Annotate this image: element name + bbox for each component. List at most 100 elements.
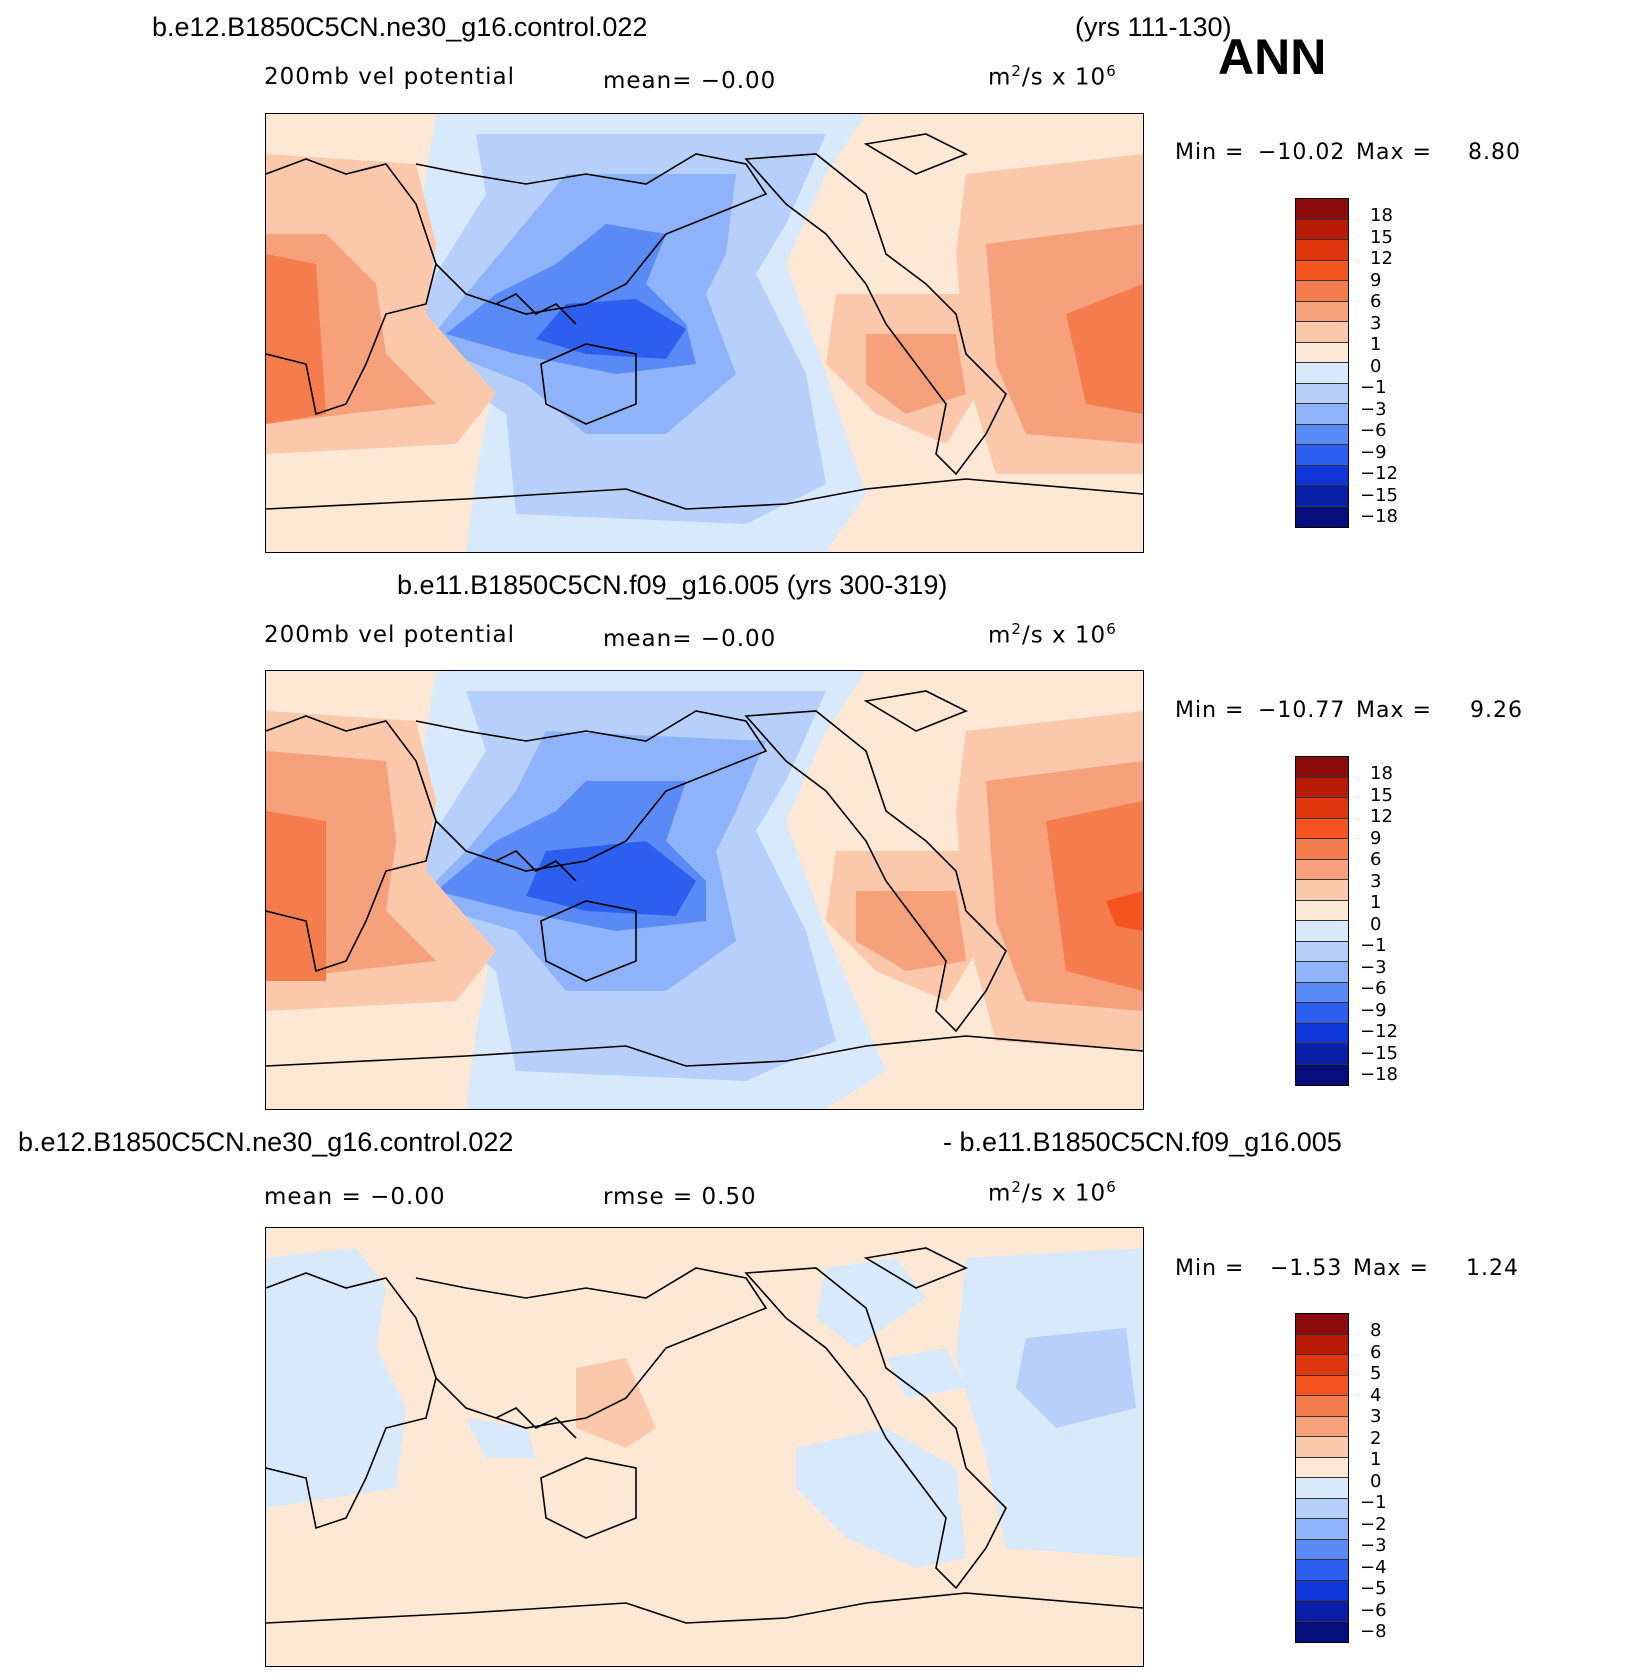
colorbar-cell	[1296, 1355, 1348, 1376]
colorbar-tick-label: 5	[1370, 1363, 1382, 1384]
colorbar-tick-label: 0	[1370, 355, 1382, 377]
colorbar-cell	[1296, 859, 1348, 880]
panel3-mean: mean = −0.00	[264, 1184, 446, 1210]
panel3-rmse: rmse = 0.50	[603, 1184, 757, 1210]
colorbar-tick-label: 1	[1370, 892, 1382, 913]
panel2-title: b.e11.B1850C5CN.f09_g16.005 (yrs 300-319…	[397, 570, 948, 600]
panel1-units: m2/s x 106	[988, 62, 1117, 91]
colorbar-cell	[1296, 486, 1348, 507]
panel1-min-label: Min =	[1175, 140, 1245, 165]
colorbar-tick-label: 1	[1370, 334, 1382, 355]
colorbar-cell	[1296, 219, 1348, 240]
colorbar-tick-label: 9	[1370, 269, 1382, 291]
colorbar-cell	[1296, 880, 1348, 901]
colorbar-tick-label: −9	[1360, 999, 1387, 1021]
colorbar-tick-label: −18	[1360, 506, 1398, 527]
panel2-max-label: Max =	[1356, 698, 1432, 723]
panel2-colorbar	[1295, 756, 1349, 1086]
panel3-min-value: −1.53	[1270, 1256, 1343, 1281]
colorbar-tick-label: 12	[1370, 806, 1393, 827]
colorbar-tick-label: −18	[1360, 1064, 1398, 1085]
panel1-mean: mean= −0.00	[603, 68, 777, 94]
colorbar-cell	[1296, 1334, 1348, 1355]
colorbar-tick-label: 12	[1370, 248, 1393, 269]
panel3-map	[265, 1227, 1144, 1667]
panel3-max-value: 1.24	[1466, 1256, 1519, 1281]
colorbar-tick-label: 9	[1370, 827, 1382, 849]
colorbar-tick-label: −3	[1360, 956, 1387, 978]
colorbar-cell	[1296, 798, 1348, 819]
panel3-units: m2/s x 106	[988, 1178, 1117, 1207]
colorbar-tick-label: 18	[1370, 205, 1393, 226]
panel2-min-label: Min =	[1175, 698, 1245, 723]
colorbar-cell	[1296, 1375, 1348, 1396]
panel2-max-value: 9.26	[1470, 698, 1523, 723]
colorbar-tick-label: −15	[1360, 1042, 1398, 1064]
colorbar-cell	[1296, 363, 1348, 384]
colorbar-tick-label: 4	[1370, 1384, 1382, 1406]
colorbar-tick-label: 0	[1370, 1470, 1382, 1492]
colorbar-cell	[1296, 900, 1348, 921]
colorbar-cell	[1296, 342, 1348, 363]
colorbar-tick-label: −3	[1360, 1535, 1387, 1556]
colorbar-tick-label: 1	[1370, 1449, 1382, 1470]
colorbar-cell	[1296, 1621, 1348, 1642]
colorbar-cell	[1296, 982, 1348, 1003]
panel2-mean: mean= −0.00	[603, 626, 777, 652]
panel2-map	[265, 670, 1144, 1110]
colorbar-cell	[1296, 1560, 1348, 1581]
colorbar-tick-label: −9	[1360, 441, 1387, 463]
colorbar-tick-label: −8	[1360, 1621, 1387, 1642]
panel3-title-left: b.e12.B1850C5CN.ne30_g16.control.022	[18, 1127, 514, 1157]
colorbar-tick-label: 3	[1370, 1406, 1382, 1427]
colorbar-tick-label: −6	[1360, 420, 1387, 441]
colorbar-cell	[1296, 1519, 1348, 1540]
panel2-units: m2/s x 106	[988, 620, 1117, 649]
colorbar-tick-label: 8	[1370, 1320, 1382, 1341]
colorbar-tick-label: 18	[1370, 763, 1393, 784]
colorbar-tick-label: 3	[1370, 870, 1382, 892]
colorbar-cell	[1296, 1437, 1348, 1458]
case1-years: (yrs 111-130)	[1075, 12, 1232, 42]
colorbar-cell	[1296, 757, 1348, 778]
colorbar-tick-label: −5	[1360, 1578, 1387, 1599]
colorbar-cell	[1296, 941, 1348, 962]
colorbar-cell	[1296, 1416, 1348, 1437]
panel3-max-label: Max =	[1353, 1256, 1429, 1281]
colorbar-tick-label: −6	[1360, 978, 1387, 999]
panel1-map	[265, 113, 1144, 553]
panel3-title-right: - b.e11.B1850C5CN.f09_g16.005	[943, 1127, 1342, 1157]
case1-title: b.e12.B1850C5CN.ne30_g16.control.022	[152, 12, 648, 42]
colorbar-cell	[1296, 818, 1348, 839]
colorbar-cell	[1296, 1044, 1348, 1065]
colorbar-cell	[1296, 404, 1348, 425]
colorbar-cell	[1296, 1023, 1348, 1044]
colorbar-cell	[1296, 1580, 1348, 1601]
colorbar-tick-label: −4	[1360, 1556, 1387, 1578]
season-label: ANN	[1218, 29, 1327, 85]
panel1-max-label: Max =	[1356, 140, 1432, 165]
colorbar-tick-label: −1	[1360, 935, 1387, 956]
colorbar-tick-label: −6	[1360, 1599, 1387, 1621]
colorbar-cell	[1296, 921, 1348, 942]
panel1-min-value: −10.02	[1258, 140, 1346, 165]
colorbar-cell	[1296, 506, 1348, 527]
colorbar-cell	[1296, 1601, 1348, 1622]
panel2-min-value: −10.77	[1258, 698, 1346, 723]
colorbar-cell	[1296, 424, 1348, 445]
colorbar-tick-label: 15	[1370, 784, 1393, 806]
panel1-colorbar	[1295, 198, 1349, 528]
colorbar-tick-label: 0	[1370, 913, 1382, 935]
colorbar-cell	[1296, 445, 1348, 466]
colorbar-tick-label: −1	[1360, 377, 1387, 398]
colorbar-tick-label: −2	[1360, 1513, 1387, 1535]
panel1-field-label: 200mb vel potential	[264, 64, 515, 90]
colorbar-cell	[1296, 322, 1348, 343]
panel3-min-label: Min =	[1175, 1256, 1245, 1281]
colorbar-cell	[1296, 1498, 1348, 1519]
colorbar-cell	[1296, 1457, 1348, 1478]
colorbar-cell	[1296, 383, 1348, 404]
colorbar-tick-label: −15	[1360, 484, 1398, 506]
colorbar-cell	[1296, 240, 1348, 261]
colorbar-tick-label: 2	[1370, 1427, 1382, 1449]
